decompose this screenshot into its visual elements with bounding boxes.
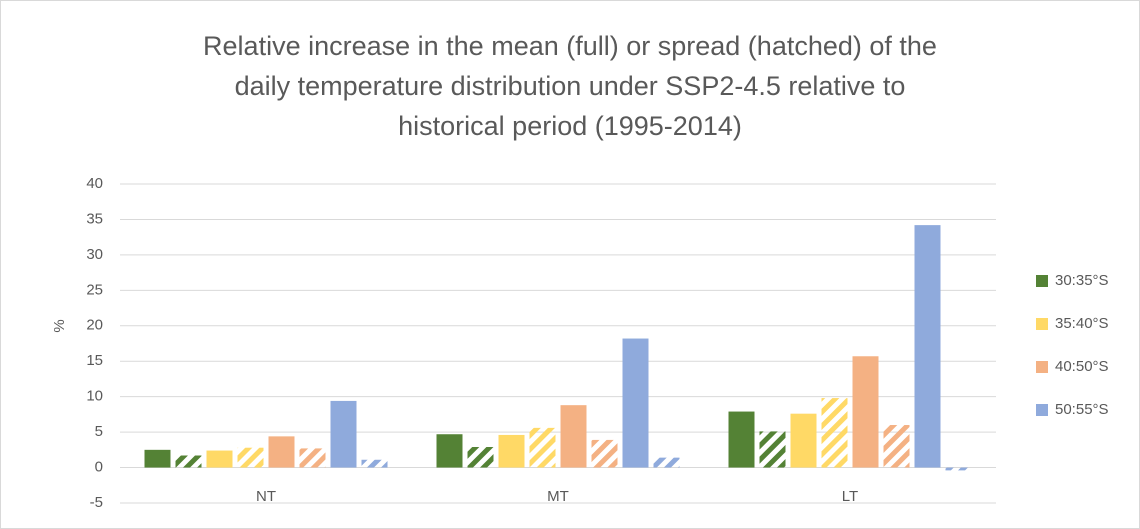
hatched-bar [883, 425, 910, 468]
bar [728, 411, 755, 468]
x-tick-label: MT [547, 488, 569, 505]
bar [914, 225, 941, 468]
legend-label: 50:55°S [1055, 401, 1109, 418]
bar [560, 405, 587, 468]
legend-swatch [1036, 318, 1048, 330]
bar [852, 356, 879, 468]
hatched-bar [821, 398, 848, 468]
legend-label: 35:40°S [1055, 315, 1109, 332]
y-tick-label: 10 [86, 388, 103, 405]
y-tick-label: 35 [86, 210, 103, 227]
hatched-bar [529, 427, 556, 468]
hatched-bar [945, 467, 972, 471]
chart-title: daily temperature distribution under SSP… [235, 71, 906, 101]
y-tick-label: 30 [86, 246, 103, 263]
chart-title: historical period (1995-2014) [398, 111, 742, 141]
y-tick-label: 20 [86, 317, 103, 334]
bar [622, 338, 649, 468]
bar [436, 434, 463, 468]
y-tick-label: 25 [86, 281, 103, 298]
hatched-bar [237, 447, 264, 468]
hatched-bar [175, 455, 202, 468]
bar [330, 400, 357, 468]
legend-label: 40:50°S [1055, 358, 1109, 375]
bar [498, 434, 525, 468]
y-tick-label: -5 [90, 494, 103, 511]
x-tick-label: LT [842, 488, 858, 505]
chart-title: Relative increase in the mean (full) or … [203, 31, 937, 61]
legend-swatch [1036, 361, 1048, 373]
hatched-bar [299, 448, 326, 468]
y-tick-label: 0 [95, 459, 103, 476]
bar [206, 450, 233, 468]
hatched-bar [591, 439, 618, 468]
y-tick-label: 40 [86, 175, 103, 192]
y-axis-label: % [51, 319, 68, 332]
hatched-bar [467, 446, 494, 468]
bar [144, 449, 171, 468]
bar [790, 413, 817, 468]
bar [268, 436, 295, 468]
x-tick-label: NT [256, 488, 276, 505]
y-tick-label: 15 [86, 352, 103, 369]
hatched-bar [653, 457, 680, 468]
hatched-bar [361, 459, 388, 468]
legend-swatch [1036, 404, 1048, 416]
y-tick-label: 5 [95, 423, 103, 440]
hatched-bar [759, 431, 786, 468]
legend-swatch [1036, 275, 1048, 287]
legend-label: 30:35°S [1055, 272, 1109, 289]
